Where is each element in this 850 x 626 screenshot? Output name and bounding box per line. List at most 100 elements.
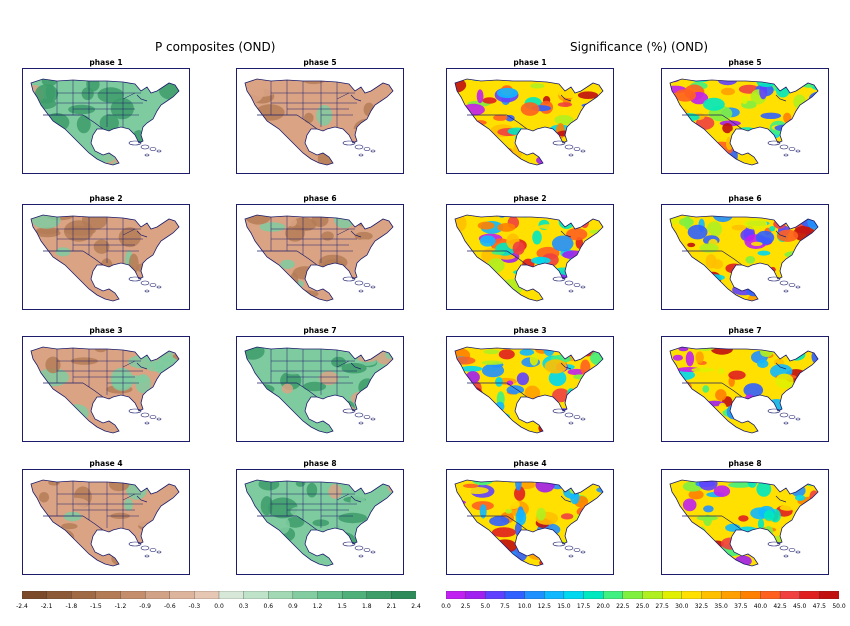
significance-patch <box>502 157 520 165</box>
significance-patch <box>670 79 683 83</box>
significance-patch <box>576 523 591 534</box>
island-outline <box>149 415 157 419</box>
significance-patch <box>543 347 555 356</box>
island-outline <box>779 545 789 551</box>
anomaly-patch <box>357 355 377 363</box>
significance-patch <box>586 517 603 533</box>
significance-patch <box>459 249 470 264</box>
significance-patch <box>513 117 534 124</box>
panel-title: phase 8 <box>303 459 337 468</box>
anomaly-patch <box>338 512 368 524</box>
significance-patch <box>697 269 711 278</box>
significance-patch <box>763 510 775 521</box>
island-outline <box>363 415 371 419</box>
significance-patch <box>491 541 501 556</box>
significance-patch <box>462 270 472 279</box>
state-borders <box>270 216 357 263</box>
colorbar-tick-label: -1.2 <box>114 603 127 610</box>
anomaly-patch <box>64 404 89 422</box>
colorbar-tick-label: 0.3 <box>238 603 249 610</box>
island-outline <box>342 140 356 146</box>
colorbar-tick-label: 45.0 <box>793 603 807 610</box>
country-borders <box>682 362 787 398</box>
anomaly-patch <box>159 81 179 100</box>
anomaly-patch <box>86 79 100 92</box>
significance-patch <box>775 373 794 389</box>
anomaly-patch <box>110 367 133 389</box>
colorbar-swatch <box>391 591 416 599</box>
significance-patch <box>797 528 818 543</box>
anomaly-patch <box>63 511 82 522</box>
significance-patch <box>773 358 785 366</box>
significance-patch <box>578 82 592 91</box>
significance-patch <box>547 138 557 154</box>
anomaly-patch <box>304 112 314 124</box>
significance-patch <box>800 267 813 281</box>
significance-patch <box>703 97 725 111</box>
anomaly-patch <box>301 79 327 85</box>
anomaly-patch <box>169 269 179 276</box>
anomaly-patch <box>254 117 267 132</box>
anomaly-patch <box>94 347 108 353</box>
colorbar-tick-label: 1.2 <box>312 603 323 610</box>
island-outline <box>358 153 364 157</box>
anomaly-patch <box>152 382 163 403</box>
significance-patch <box>685 351 695 367</box>
anomaly-patch <box>351 215 380 227</box>
anomaly-patch <box>376 372 393 380</box>
colorbar-tick-label: 0.9 <box>288 603 298 610</box>
significance-patch <box>674 89 697 102</box>
state-borders <box>270 348 357 395</box>
significance-patch <box>498 292 510 299</box>
significance-patch <box>466 487 489 494</box>
significance-patch <box>483 349 500 355</box>
significance-patch <box>780 281 802 293</box>
significance-patch <box>699 541 715 554</box>
significance-patch <box>579 513 590 521</box>
significance-patch <box>525 138 540 150</box>
significance-patch <box>502 499 520 510</box>
composite-panel-phase-5: phase 5 <box>236 59 404 174</box>
significance-patch <box>769 154 783 165</box>
map-frame <box>661 469 829 575</box>
significance-patch <box>779 505 796 511</box>
significance-patch <box>779 79 787 89</box>
island-outline <box>564 412 574 418</box>
country-borders <box>43 362 148 398</box>
anomaly-patch <box>245 409 266 429</box>
island-outline <box>573 147 581 151</box>
anomaly-patch <box>250 277 279 287</box>
significance-patch <box>497 87 518 99</box>
panel-title: phase 1 <box>513 58 547 67</box>
colorbar-swatch <box>819 591 839 599</box>
panel-title: phase 4 <box>513 459 547 468</box>
significance-patch <box>798 394 816 411</box>
state-borders <box>56 80 143 127</box>
significance-patch <box>455 528 464 537</box>
significance-patch <box>802 428 812 433</box>
significance-patch <box>728 370 746 380</box>
significance-patch <box>687 224 708 240</box>
island-outline <box>342 408 356 414</box>
composite-panel-phase-2: phase 2 <box>22 195 190 310</box>
island-outline <box>128 276 142 282</box>
significance-patch <box>505 114 515 122</box>
map-frame <box>661 336 829 442</box>
significance-patch <box>722 123 733 134</box>
significance-patch <box>678 347 689 352</box>
coastline <box>244 78 394 166</box>
anomaly-patch <box>164 230 179 247</box>
significance-patch <box>471 293 492 301</box>
significance-panel-phase-3: phase 3 <box>446 327 614 442</box>
significance-patch <box>687 242 696 248</box>
significance-patch <box>789 118 800 124</box>
composite-panel-phase-7: phase 7 <box>236 327 404 442</box>
country-borders <box>682 230 787 266</box>
significance-patch <box>743 383 764 398</box>
significance-patch <box>495 401 505 412</box>
significance-patch <box>455 428 470 433</box>
country-borders <box>467 495 572 531</box>
island-outline <box>144 421 150 425</box>
anomaly-patch <box>135 374 151 394</box>
island-outline <box>156 417 162 421</box>
